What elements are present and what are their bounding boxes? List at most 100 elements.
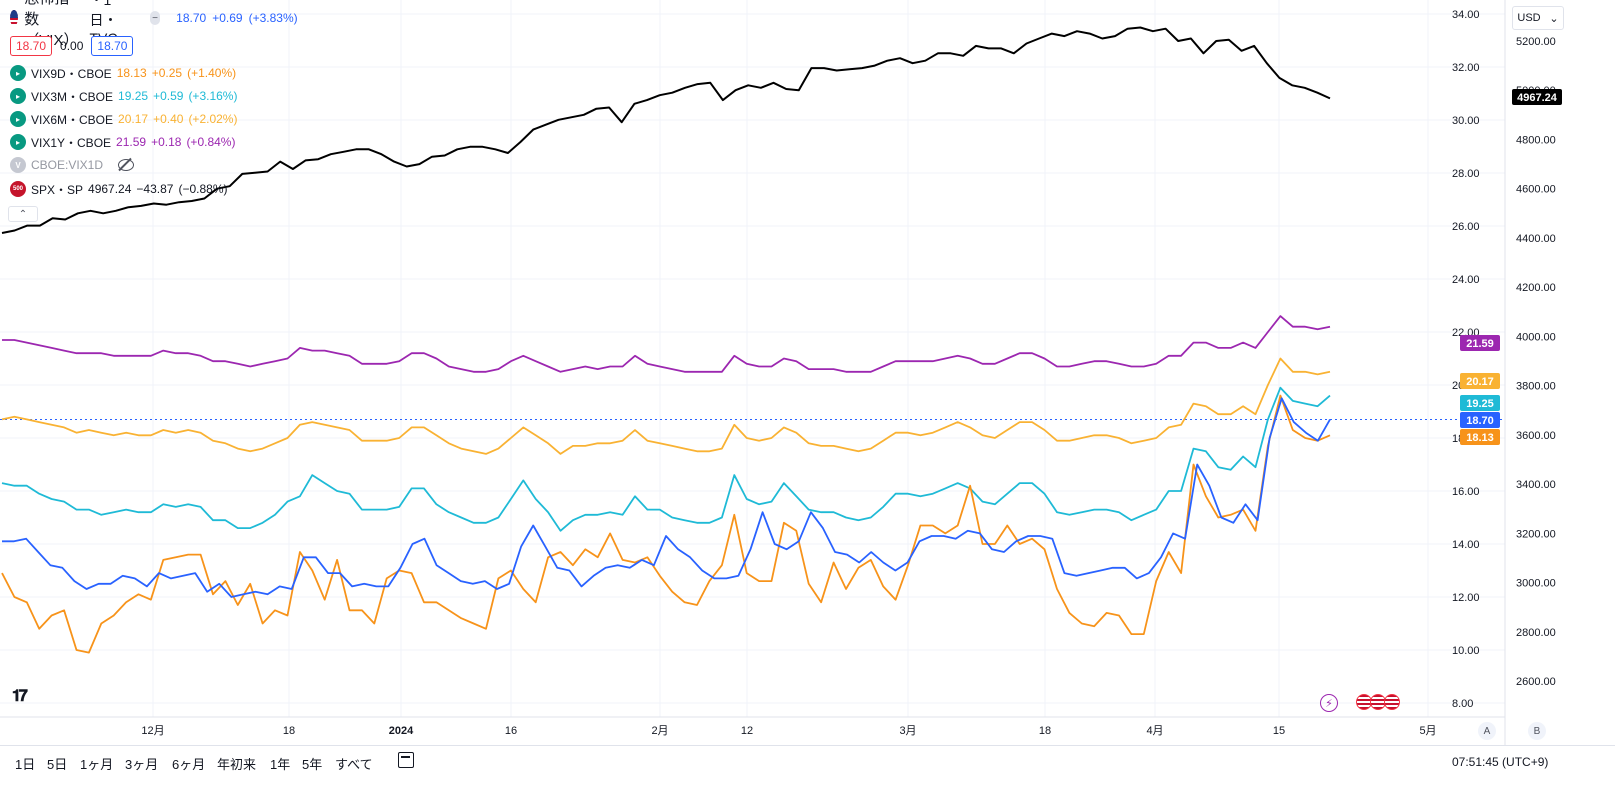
currency-label: USD (1517, 12, 1541, 24)
timeframe-button[interactable]: 6ヶ月 (172, 757, 206, 772)
legend-series-change-pct: (+2.02%) (188, 112, 238, 126)
y-tick-label-spx: 4200.00 (1516, 282, 1556, 294)
legend-series-row[interactable]: ▸ VIX6M・CBOE 20.17 +0.40 (+2.02%) (10, 110, 237, 128)
price-tag-label: 20.17 (1466, 376, 1494, 388)
x-tick-label: 2024 (389, 725, 414, 737)
legend-series-last: 20.17 (118, 112, 149, 126)
legend-series-row[interactable]: ▸ VIX1Y・CBOE 21.59 +0.18 (+0.84%) (10, 133, 235, 151)
series-line-vix6m (1, 357, 1331, 455)
price-tag-vix1y: 21.59 (1460, 335, 1500, 351)
chevron-down-icon: ⌄ (1549, 12, 1559, 25)
y-tick-label-spx: 3400.00 (1516, 479, 1556, 491)
timeframe-button[interactable]: 1ヶ月 (80, 757, 114, 772)
calendar-range-icon[interactable] (398, 752, 414, 768)
legend-series-last: 4967.24 (88, 182, 132, 196)
price-tag-bg (1460, 412, 1500, 428)
main-change: +0.69 (212, 11, 243, 25)
legend-series-row[interactable]: V CBOE:VIX1D (10, 156, 135, 174)
y-tick-label-vix: 26.00 (1452, 221, 1480, 233)
timeframe-button[interactable]: 1日 (15, 757, 36, 772)
x-tick-label: 12 (741, 725, 753, 737)
legend-series-change: +0.59 (153, 89, 184, 103)
legend-series-row[interactable]: ▸ VIX3M・CBOE 19.25 +0.59 (+3.16%) (10, 87, 237, 105)
tradingview-logo-icon[interactable]: 𝟏𝟕 (12, 688, 28, 705)
scale-b-button[interactable]: B (1528, 722, 1546, 740)
legend-series-row[interactable]: 500 SPX・SP 4967.24 −43.87 (−0.88%) (10, 180, 228, 198)
legend-series-change-pct: (−0.88%) (178, 182, 228, 196)
legend-series-change: +0.25 (151, 66, 183, 80)
bottom-toolbar (0, 745, 1615, 782)
legend-series-name: VIX3M・CBOE (31, 89, 114, 104)
timeframe-button[interactable]: 3ヶ月 (125, 757, 159, 772)
x-tick-label: 3月 (899, 725, 916, 737)
y-tick-label-spx: 5200.00 (1516, 36, 1556, 48)
legend-series-last: 21.59 (116, 135, 147, 149)
series-logo-icon: ▸ (10, 65, 26, 81)
legend-series-change: −43.87 (136, 182, 174, 196)
legend-series-change: +0.18 (151, 135, 182, 149)
timeframe-button[interactable]: すべて (335, 757, 373, 772)
x-tick-label: 18 (1039, 725, 1051, 737)
series-logo-icon: ▸ (10, 134, 26, 150)
y-tick-label-spx: 3200.00 (1516, 528, 1556, 540)
y-tick-label-vix: 30.00 (1452, 115, 1480, 127)
eye-off-icon[interactable] (118, 159, 135, 171)
series-line-spx (1, 26, 1331, 234)
price-tag-label: 19.25 (1466, 398, 1494, 410)
price-tag-vix: 18.70 (1460, 412, 1500, 428)
y-tick-label-vix: 14.00 (1452, 539, 1480, 551)
lightning-icon[interactable]: ⚡ (1320, 694, 1338, 712)
timeframe-button[interactable]: 年初来 (217, 757, 257, 772)
y-tick-label-vix: 24.00 (1452, 274, 1480, 286)
legend-series-name: VIX9D・CBOE (31, 66, 112, 81)
y-tick-label-vix: 12.00 (1452, 592, 1480, 604)
price-tag-bg (1460, 335, 1500, 351)
x-tick-label: 18 (283, 725, 295, 737)
timeframe-button[interactable]: 5日 (47, 757, 68, 772)
price-tag-bg (1460, 373, 1500, 389)
series-logo-icon: ▸ (10, 88, 26, 104)
series-logo-icon: ▸ (10, 111, 26, 127)
timeframe-button[interactable]: 1年 (270, 757, 291, 772)
series-line-vix1y (2, 315, 1331, 373)
legend-series-row[interactable]: ▸ VIX9D・CBOE 18.13 +0.25 (+1.40%) (10, 64, 236, 82)
y-tick-label-vix: 32.00 (1452, 62, 1480, 74)
legend-series-change-pct: (+0.84%) (186, 135, 236, 149)
legend-series-name: VIX1Y・CBOE (31, 135, 112, 150)
legend-series-change-pct: (+1.40%) (187, 66, 237, 80)
y-tick-label-vix: 28.00 (1452, 168, 1480, 180)
x-tick-label: 5月 (1419, 725, 1436, 737)
x-tick-label: 12月 (141, 725, 164, 737)
x-tick-label: 15 (1273, 725, 1285, 737)
us-flag-icon (10, 10, 19, 26)
sp500-badge-icon: 500 (10, 181, 26, 197)
legend-series-last: 18.13 (116, 66, 147, 80)
chevron-up-icon[interactable]: ⌃ (8, 206, 38, 222)
price-tag-bg (1512, 89, 1562, 105)
y-tick-label-spx: 3600.00 (1516, 430, 1556, 442)
price-tag-spx: 4967.24 (1512, 89, 1562, 105)
legend-series-change-pct: (+3.16%) (188, 89, 238, 103)
x-tick-label: 2月 (651, 725, 668, 737)
ask-price[interactable]: 18.70 (91, 36, 134, 56)
bid-price[interactable]: 18.70 (10, 36, 53, 56)
currency-select[interactable]: USD ⌄ (1512, 6, 1564, 30)
main-change-pct: (+3.83%) (248, 11, 298, 25)
legend-series-last: 19.25 (118, 89, 149, 103)
price-tag-vix6m: 20.17 (1460, 373, 1500, 389)
collapse-icon[interactable]: − (149, 11, 161, 25)
auto-scale-button[interactable]: A (1478, 722, 1496, 740)
y-tick-label-spx: 4400.00 (1516, 233, 1556, 245)
legend-series-name: VIX6M・CBOE (31, 112, 114, 127)
timeframe-button[interactable]: 5年 (302, 757, 323, 772)
series-line-vix (2, 397, 1331, 598)
legend-series-name: SPX・SP (31, 182, 84, 197)
event-flag-icon[interactable] (1384, 694, 1400, 710)
y-tick-label-vix: 8.00 (1452, 698, 1473, 710)
legend-series-name: CBOE:VIX1D (31, 158, 104, 172)
series-line-vix3m (1, 386, 1331, 532)
y-tick-label-spx: 3800.00 (1516, 381, 1556, 393)
main-last-price: 18.70 (176, 11, 207, 25)
y-tick-label-vix: 34.00 (1452, 9, 1480, 21)
